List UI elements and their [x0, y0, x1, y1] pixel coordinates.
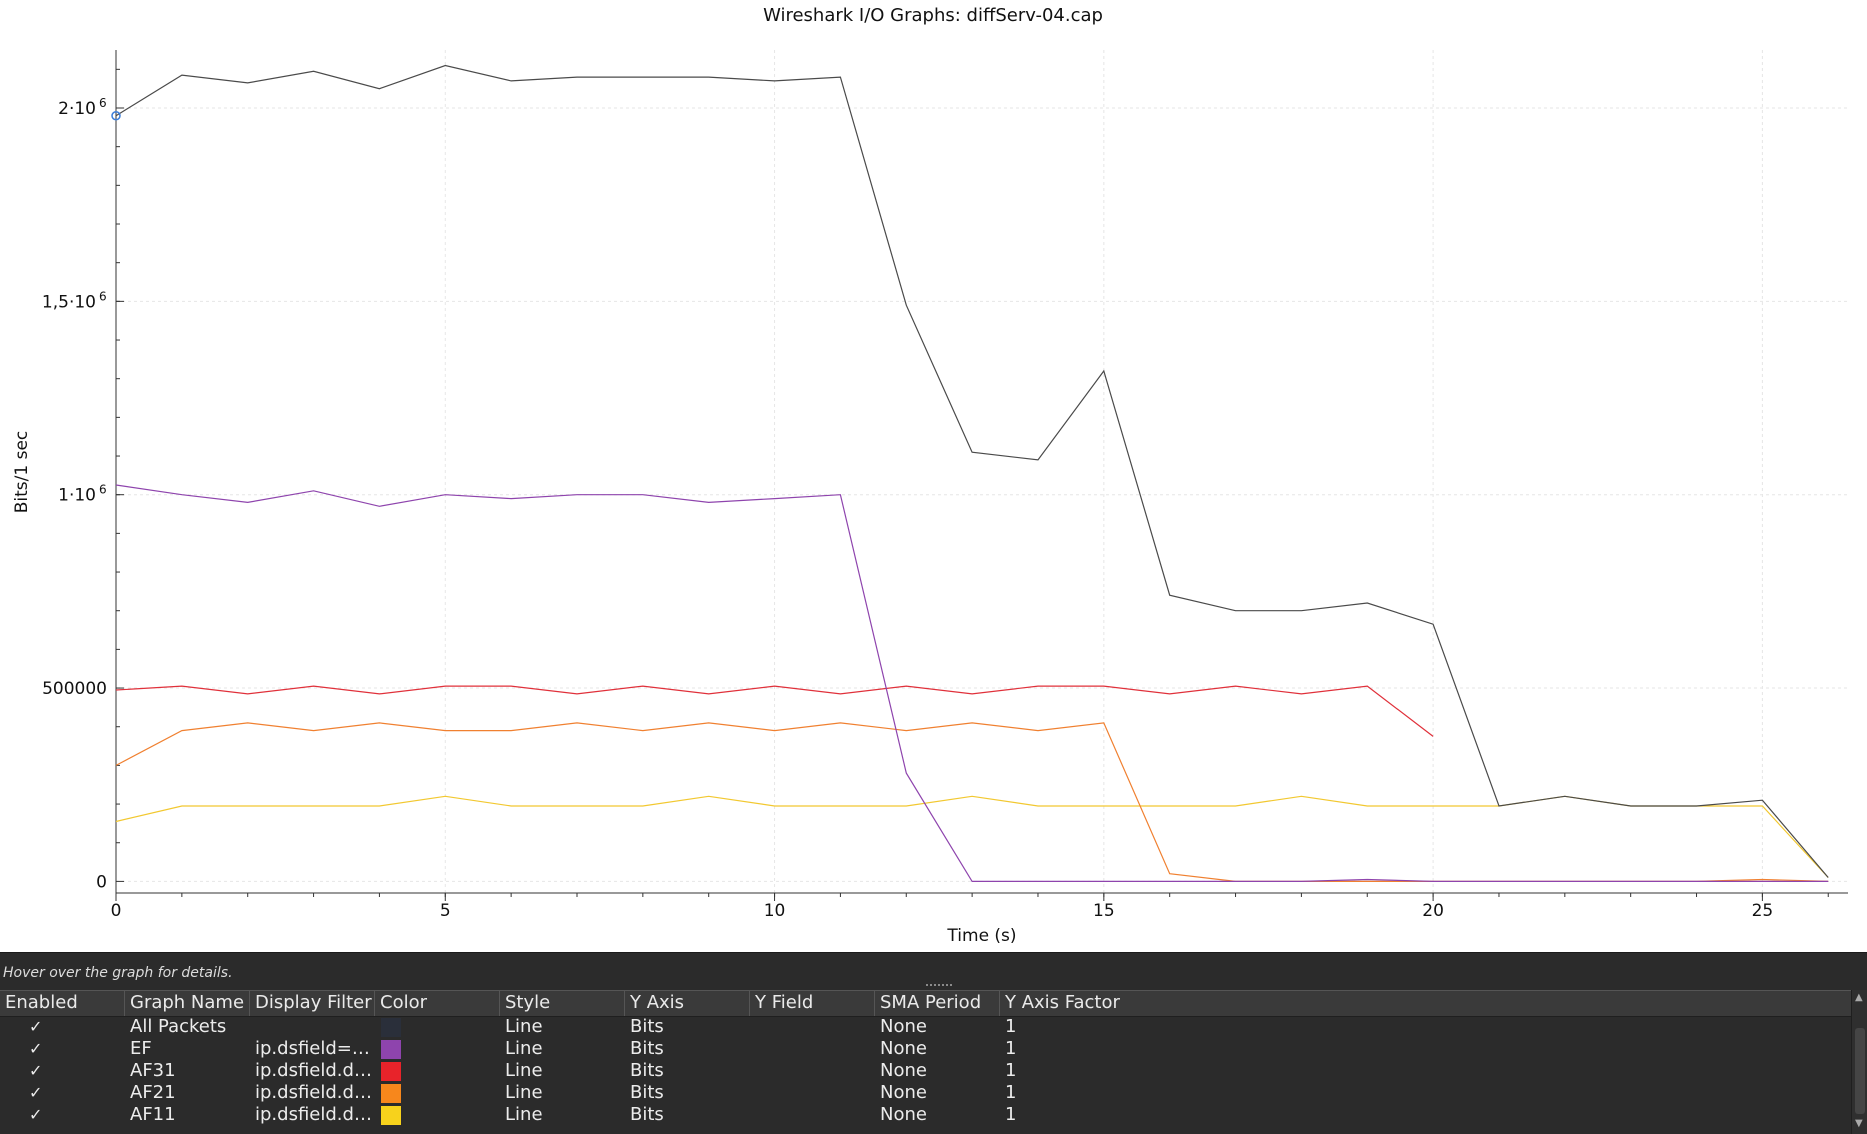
io-graph-svg[interactable]: Wireshark I/O Graphs: diffServ-04.cap 0 5 1… — [0, 0, 1867, 952]
table-row[interactable]: ✓ AF31 ip.dsfield.d… Line Bits None 1 — [0, 1060, 1851, 1082]
column-header-y-field[interactable]: Y Field — [750, 991, 875, 1016]
io-graph-plot[interactable]: Wireshark I/O Graphs: diffServ-04.cap 0 5 1… — [0, 0, 1867, 952]
y-tick-exponent: 6 — [99, 289, 107, 303]
scroll-down-arrow-icon[interactable]: ▼ — [1855, 1118, 1863, 1129]
sma-period-cell[interactable]: None — [880, 1082, 927, 1103]
column-header-display-filter[interactable]: Display Filter — [250, 991, 375, 1016]
y-axis-factor-cell[interactable]: 1 — [1005, 1038, 1017, 1059]
y-axis-cell[interactable]: Bits — [630, 1104, 664, 1125]
graph-name-cell[interactable]: AF21 — [130, 1082, 176, 1103]
y-tick-label: 1,5·10 — [42, 292, 96, 312]
y-tick-label: 2·10 — [58, 99, 96, 119]
x-tick-label: 0 — [111, 901, 122, 921]
y-tick-label: 1·10 — [58, 486, 96, 506]
y-tick-exponent: 6 — [99, 96, 107, 110]
enabled-checkbox[interactable]: ✓ — [29, 1017, 43, 1036]
color-swatch[interactable] — [381, 1062, 401, 1081]
x-tick-label: 20 — [1422, 901, 1444, 921]
y-axis-cell[interactable]: Bits — [630, 1060, 664, 1081]
x-tick-label: 10 — [764, 901, 786, 921]
table-row[interactable]: ✓ All Packets Line Bits None 1 — [0, 1016, 1851, 1038]
x-tick-label: 5 — [440, 901, 451, 921]
table-row[interactable]: ✓ AF21 ip.dsfield.d… Line Bits None 1 — [0, 1082, 1851, 1104]
color-swatch[interactable] — [381, 1040, 401, 1059]
y-axis-factor-cell[interactable]: 1 — [1005, 1082, 1017, 1103]
display-filter-cell[interactable]: ip.dsfield=… — [255, 1038, 370, 1059]
scroll-up-arrow-icon[interactable]: ▲ — [1855, 992, 1863, 1003]
sma-period-cell[interactable]: None — [880, 1016, 927, 1037]
scrollbar-thumb[interactable] — [1855, 1028, 1865, 1114]
series-line-af21[interactable] — [115, 722, 1829, 883]
x-axis-label: Time (s) — [946, 926, 1016, 946]
y-axis-factor-cell[interactable]: 1 — [1005, 1060, 1017, 1081]
color-swatch[interactable] — [381, 1106, 401, 1125]
y-axis-label: Bits/1 sec — [12, 431, 32, 514]
table-header: Enabled Graph Name Display Filter Color … — [0, 990, 1851, 1017]
display-filter-cell[interactable]: ip.dsfield.d… — [255, 1104, 372, 1125]
style-cell[interactable]: Line — [505, 1104, 543, 1125]
graph-name-cell[interactable]: AF11 — [130, 1104, 176, 1125]
display-filter-cell[interactable] — [250, 1016, 375, 1038]
column-header-y-axis-factor[interactable]: Y Axis Factor — [1005, 992, 1120, 1013]
y-field-cell[interactable] — [750, 1038, 875, 1060]
column-header-style[interactable]: Style — [500, 991, 625, 1016]
graph-list-table[interactable]: Enabled Graph Name Display Filter Color … — [0, 990, 1851, 1134]
y-axis-cell[interactable]: Bits — [630, 1038, 664, 1059]
series-line-all-packets[interactable] — [115, 64, 1829, 878]
display-filter-cell[interactable]: ip.dsfield.d… — [255, 1060, 372, 1081]
style-cell[interactable]: Line — [505, 1016, 543, 1037]
column-header-enabled[interactable]: Enabled — [0, 991, 125, 1016]
enabled-checkbox[interactable]: ✓ — [29, 1105, 43, 1124]
series-line-af31[interactable] — [115, 685, 1434, 737]
y-field-cell[interactable] — [750, 1104, 875, 1126]
enabled-checkbox[interactable]: ✓ — [29, 1083, 43, 1102]
graph-name-cell[interactable]: AF31 — [130, 1060, 176, 1081]
y-axis-cell[interactable]: Bits — [630, 1016, 664, 1037]
series-line-ef[interactable] — [115, 484, 1829, 883]
graph-name-cell[interactable]: All Packets — [130, 1016, 227, 1037]
x-tick-label: 25 — [1752, 901, 1774, 921]
hover-point-marker[interactable] — [111, 110, 121, 121]
table-row[interactable]: ✓ AF11 ip.dsfield.d… Line Bits None 1 — [0, 1104, 1851, 1126]
table-scrollbar[interactable]: ▲ ▼ — [1851, 990, 1867, 1134]
y-axis-factor-cell[interactable]: 1 — [1005, 1016, 1017, 1037]
y-field-cell[interactable] — [750, 1016, 875, 1038]
splitter-handle[interactable] — [926, 984, 952, 990]
display-filter-cell[interactable]: ip.dsfield.d… — [255, 1082, 372, 1103]
y-axis-cell[interactable]: Bits — [630, 1082, 664, 1103]
chart-title: Wireshark I/O Graphs: diffServ-04.cap — [763, 5, 1103, 26]
sma-period-cell[interactable]: None — [880, 1104, 927, 1125]
y-field-cell[interactable] — [750, 1060, 875, 1082]
y-axis-factor-cell[interactable]: 1 — [1005, 1104, 1017, 1125]
column-header-sma-period[interactable]: SMA Period — [875, 991, 1000, 1016]
graph-settings-panel: Hover over the graph for details. Enable… — [0, 952, 1867, 1134]
sma-period-cell[interactable]: None — [880, 1060, 927, 1081]
color-swatch[interactable] — [381, 1084, 401, 1103]
enabled-checkbox[interactable]: ✓ — [29, 1061, 43, 1080]
color-swatch[interactable] — [381, 1018, 401, 1037]
x-tick-label: 15 — [1093, 901, 1115, 921]
graph-name-cell[interactable]: EF — [130, 1038, 152, 1059]
y-field-cell[interactable] — [750, 1082, 875, 1104]
column-header-y-axis[interactable]: Y Axis — [625, 991, 750, 1016]
y-tick-label: 500000 — [42, 679, 107, 699]
style-cell[interactable]: Line — [505, 1082, 543, 1103]
table-row[interactable]: ✓ EF ip.dsfield=… Line Bits None 1 — [0, 1038, 1851, 1060]
y-tick-exponent: 6 — [99, 483, 107, 497]
enabled-checkbox[interactable]: ✓ — [29, 1039, 43, 1058]
column-header-color[interactable]: Color — [375, 991, 500, 1016]
series-line-af11[interactable] — [115, 795, 1829, 878]
hover-hint: Hover over the graph for details. — [3, 965, 233, 981]
style-cell[interactable]: Line — [505, 1060, 543, 1081]
column-header-graph-name[interactable]: Graph Name — [125, 991, 250, 1016]
style-cell[interactable]: Line — [505, 1038, 543, 1059]
sma-period-cell[interactable]: None — [880, 1038, 927, 1059]
y-tick-label: 0 — [96, 872, 107, 892]
